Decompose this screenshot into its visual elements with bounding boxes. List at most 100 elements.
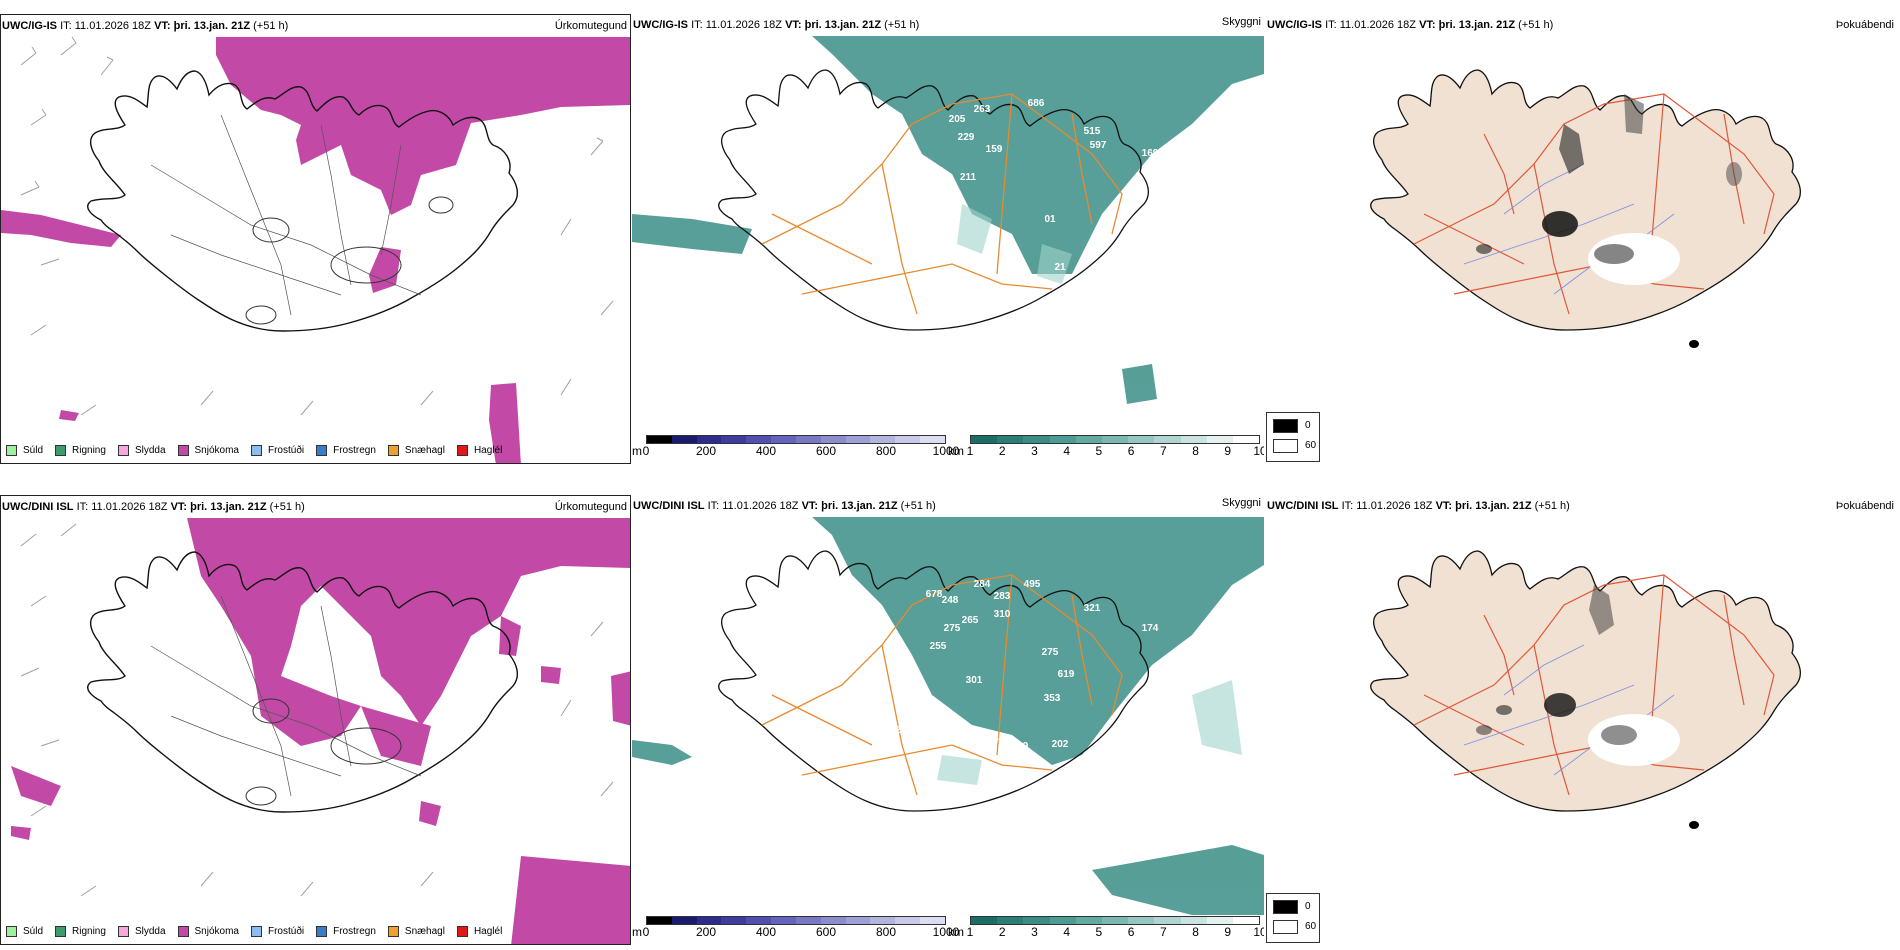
lead-time: (+51 h) (253, 20, 289, 32)
legend-item: Rigning (55, 926, 106, 937)
scale-swatch (997, 436, 1024, 443)
vt-label: VT: (154, 20, 171, 32)
legend-swatch (177, 926, 189, 937)
ceiling-scale-ticks: 0 200 400 600 800 1000 (642, 925, 960, 939)
scale-tick-label: 10 (1253, 925, 1264, 939)
ceiling-label: 21 (1054, 262, 1066, 273)
model-name: UWC/DINI ISL (1267, 500, 1339, 512)
lead-time: (+51 h) (1534, 500, 1570, 512)
legend-swatch (387, 445, 399, 456)
ceiling-label: 284 (974, 579, 991, 590)
scale-swatch (1154, 917, 1181, 924)
scale-swatch (1023, 917, 1050, 924)
scale-swatch (671, 917, 697, 924)
scale-swatch (746, 436, 772, 443)
legend-item: Frostregn (316, 445, 376, 456)
fog-patches (1476, 585, 1699, 829)
precip-map (11, 518, 630, 944)
fog-patches (1476, 94, 1742, 348)
scale-swatch (1049, 917, 1076, 924)
scale-swatch (870, 917, 896, 924)
ceiling-label: 202 (1052, 739, 1069, 750)
visibility-scale-bar (970, 916, 1260, 925)
ceiling-label: 159 (986, 144, 1003, 155)
it-label: IT: (60, 20, 72, 32)
fog-swatch (1273, 419, 1298, 433)
scale-tick-label: 0 (642, 925, 650, 939)
legend-label: Snæhagl (404, 445, 445, 456)
it-value: 11.01.2026 18Z (722, 500, 799, 512)
panel-header: UWC/IG-IS IT: 11.01.2026 18Z VT: þri. 13… (1267, 19, 1553, 31)
visibility-scale-unit: km (948, 444, 964, 458)
scale-swatch (845, 436, 871, 443)
ceiling-label: 515 (1084, 126, 1101, 137)
cloud-map: 678 248 284 283 495 321 265 310 275 174 … (632, 517, 1264, 915)
scale-tick-label: 0 (642, 444, 650, 458)
ceiling-scale-bar (646, 435, 946, 444)
fog-swatch (1273, 920, 1298, 934)
scale-tick-label: 9 (1224, 444, 1232, 458)
panel-header: UWC/DINI ISL IT: 11.01.2026 18Z VT: þri.… (633, 500, 936, 512)
it-label: IT: (1325, 19, 1337, 31)
vt-label: VT: (801, 500, 819, 512)
scale-swatch (971, 436, 998, 443)
legend-swatch (456, 445, 468, 456)
scale-swatch (746, 917, 772, 924)
ceiling-labels: 205 263 686 515 597 229 159 211 38 169 0… (932, 98, 1158, 275)
vt-value: þri. 13.jan. 21Z (190, 501, 267, 513)
scale-swatch (1128, 436, 1155, 443)
lead-time: (+51 h) (884, 19, 920, 31)
scale-swatch (1075, 436, 1102, 443)
scale-tick-label: 800 (875, 925, 897, 939)
fog-swatch (1273, 900, 1298, 914)
ceiling-label: 234 (988, 733, 1005, 744)
precip-panel-bottom: UWC/DINI ISL IT: 11.01.2026 18Z VT: þri.… (0, 495, 631, 945)
scale-swatch (895, 436, 921, 443)
model-name: UWC/IG-IS (633, 19, 688, 31)
scale-swatch (1206, 917, 1233, 924)
scale-swatch (820, 917, 846, 924)
scale-swatch (1101, 436, 1129, 443)
scale-swatch (920, 436, 945, 443)
scale-swatch (1128, 917, 1155, 924)
scale-tick-label: 400 (755, 925, 777, 939)
scale-swatch (795, 436, 821, 443)
scale-swatch (696, 917, 722, 924)
scale-swatch (971, 917, 998, 924)
precip-title: Úrkomutegund (554, 501, 627, 513)
panel-header: UWC/IG-IS IT: 11.01.2026 18Z VT: þri. 13… (2, 20, 288, 32)
precip-title: Úrkomutegund (554, 20, 627, 32)
ceiling-label: 353 (1044, 693, 1061, 704)
panel-header: UWC/IG-IS IT: 11.01.2026 18Z VT: þri. 13… (633, 19, 919, 31)
model-name: UWC/DINI ISL (633, 500, 705, 512)
ceiling-scale: 0 200 400 600 800 1000 m (632, 916, 960, 939)
ceiling-label: 283 (994, 591, 1011, 602)
ceiling-label: 199 (1012, 741, 1029, 752)
scale-tick-label: 400 (755, 444, 777, 458)
scale-tick-label: 10 (1253, 444, 1264, 458)
legend-swatch (316, 926, 328, 937)
legend-swatch (117, 445, 129, 456)
legend-swatch (387, 926, 399, 937)
legend-item: Snæhagl (387, 926, 445, 937)
panel-header: UWC/DINI ISL IT: 11.01.2026 18Z VT: þri.… (1267, 500, 1570, 512)
scale-tick-label: 1 (966, 925, 974, 939)
it-value: 11.01.2026 18Z (91, 501, 168, 513)
scale-swatch (997, 917, 1024, 924)
scale-swatch (870, 436, 896, 443)
fog-map (1370, 69, 1802, 348)
legend-item: Haglél (456, 926, 502, 937)
ceiling-label: 220 (942, 242, 959, 253)
ceiling-scale-ticks: 0 200 400 600 800 1000 (642, 444, 960, 458)
scale-swatch (671, 436, 697, 443)
scale-tick-label: 800 (875, 444, 897, 458)
snow-areas (1, 37, 630, 463)
legend-label: Rigning (72, 926, 106, 937)
scale-swatch (1075, 917, 1102, 924)
visibility-scale-ticks: 1 2 3 4 5 6 7 8 9 10 (967, 444, 1264, 458)
ceiling-scale-bar (646, 916, 946, 925)
legend-label: Slydda (134, 926, 166, 937)
legend-label: Slydda (134, 445, 166, 456)
scale-swatch (771, 436, 796, 443)
legend-swatch (250, 445, 262, 456)
